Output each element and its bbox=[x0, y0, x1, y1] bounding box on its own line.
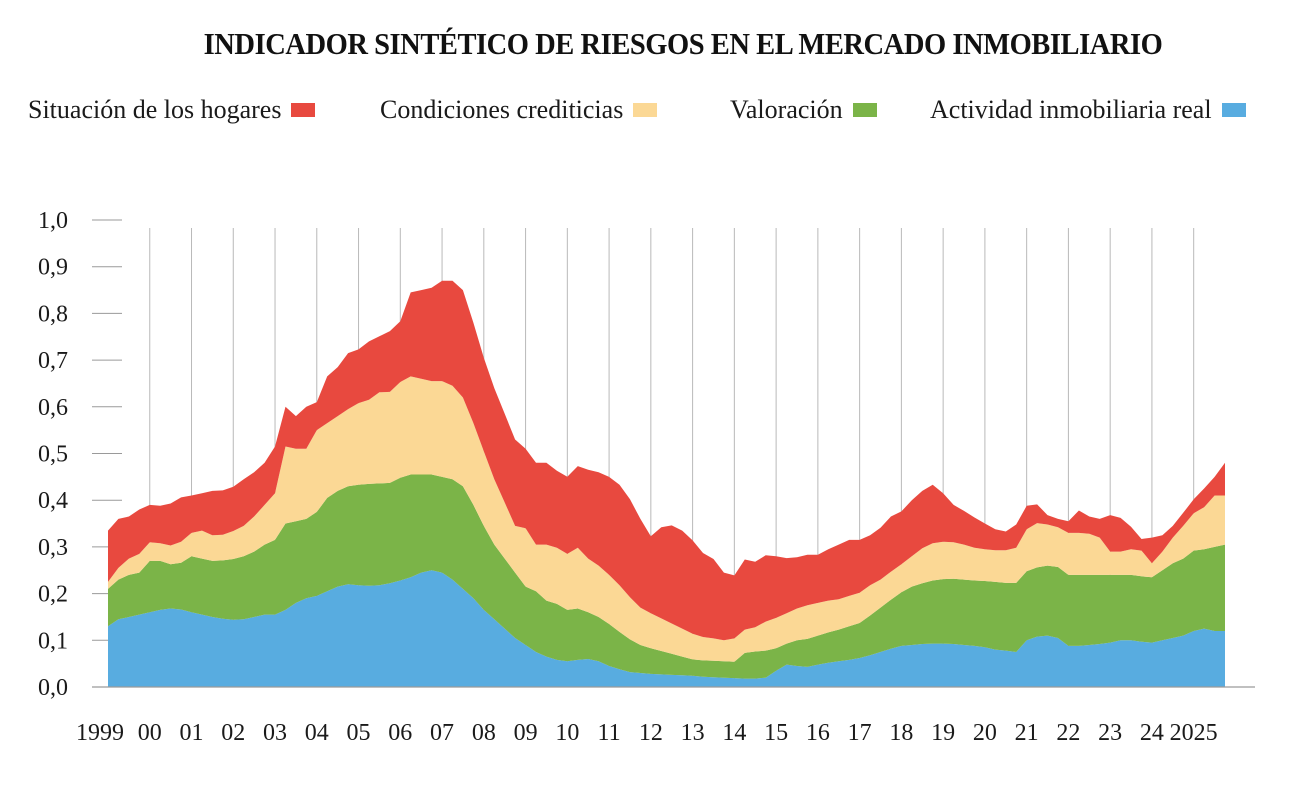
x-tick-label: 01 bbox=[180, 720, 204, 746]
chart-legend: Situación de los hogares Condiciones cre… bbox=[28, 92, 1268, 128]
y-tick-label: 0,2 bbox=[38, 582, 68, 608]
x-tick-label: 18 bbox=[889, 720, 913, 746]
legend-item-valoracion: Valoración bbox=[730, 92, 877, 128]
y-tick-label: 0,4 bbox=[38, 488, 68, 514]
legend-item-condiciones-crediticias: Condiciones crediticias bbox=[380, 92, 658, 128]
legend-label: Valoración bbox=[730, 95, 843, 124]
legend-swatch bbox=[633, 103, 658, 117]
x-tick-label: 12 bbox=[639, 720, 663, 746]
y-tick-label: 0,0 bbox=[38, 675, 68, 701]
x-tick-label: 22 bbox=[1056, 720, 1080, 746]
legend-swatch bbox=[1221, 103, 1246, 117]
series-area-condiciones-crediticias bbox=[108, 376, 1225, 662]
x-tick-label: 08 bbox=[472, 720, 496, 746]
x-tick-label: 1999 bbox=[76, 720, 124, 746]
x-tick-label: 03 bbox=[263, 720, 287, 746]
x-tick-label: 23 bbox=[1098, 720, 1122, 746]
y-tick-label: 1,0 bbox=[38, 208, 68, 234]
series-areas bbox=[108, 280, 1225, 687]
x-tick-label: 16 bbox=[806, 720, 830, 746]
x-tick-label: 14 bbox=[722, 720, 746, 746]
legend-label: Situación de los hogares bbox=[28, 95, 282, 124]
y-tick-label: 0,6 bbox=[38, 395, 68, 421]
x-tick-label: 21 bbox=[1015, 720, 1039, 746]
y-axis-labels: 0,0 0,1 0,2 0,3 0,4 0,5 0,6 0,7 0,8 0,9 1,0 bbox=[38, 208, 68, 701]
x-tick-label: 07 bbox=[430, 720, 454, 746]
legend-item-situacion-hogares: Situación de los hogares bbox=[28, 92, 316, 128]
x-tick-label: 10 bbox=[555, 720, 579, 746]
x-tick-label: 13 bbox=[681, 720, 705, 746]
chart-title: INDICADOR SINTÉTICO DE RIESGOS EN EL MER… bbox=[203, 26, 1163, 61]
legend-label: Actividad inmobiliaria real bbox=[930, 95, 1212, 124]
x-tick-label: 2025 bbox=[1170, 720, 1218, 746]
y-tick-label: 0,7 bbox=[38, 348, 68, 374]
x-tick-label: 09 bbox=[514, 720, 538, 746]
legend-item-actividad-inmobiliaria: Actividad inmobiliaria real bbox=[930, 92, 1246, 128]
x-tick-label: 17 bbox=[848, 720, 872, 746]
x-tick-label: 06 bbox=[388, 720, 412, 746]
x-tick-label: 24 bbox=[1140, 720, 1164, 746]
x-tick-label: 05 bbox=[347, 720, 371, 746]
series-area-situaci-n-de-los-hogares bbox=[108, 280, 1225, 641]
x-tick-label: 20 bbox=[973, 720, 997, 746]
legend-label: Condiciones crediticias bbox=[380, 95, 624, 124]
legend-swatch bbox=[291, 103, 316, 117]
x-tick-label: 11 bbox=[598, 720, 621, 746]
x-tick-label: 02 bbox=[221, 720, 245, 746]
x-tick-label: 04 bbox=[305, 720, 329, 746]
legend-swatch bbox=[852, 103, 877, 117]
series-area-actividad-inmobiliaria-real bbox=[108, 570, 1225, 687]
x-tick-label: 19 bbox=[931, 720, 955, 746]
y-tick-label: 0,1 bbox=[38, 628, 68, 654]
series-area-valoraci-n bbox=[108, 474, 1225, 679]
x-tick-label: 00 bbox=[138, 720, 162, 746]
x-tick-label: 15 bbox=[764, 720, 788, 746]
x-axis-labels: 1999 00 01 02 03 04 05 06 07 08 09 10 11 12 13 14 15 16 17… bbox=[76, 720, 1218, 746]
y-tick-label: 0,9 bbox=[38, 255, 68, 281]
y-tick-label: 0,8 bbox=[38, 301, 68, 327]
y-tick-label: 0,5 bbox=[38, 442, 68, 468]
y-tick-label: 0,3 bbox=[38, 535, 68, 561]
